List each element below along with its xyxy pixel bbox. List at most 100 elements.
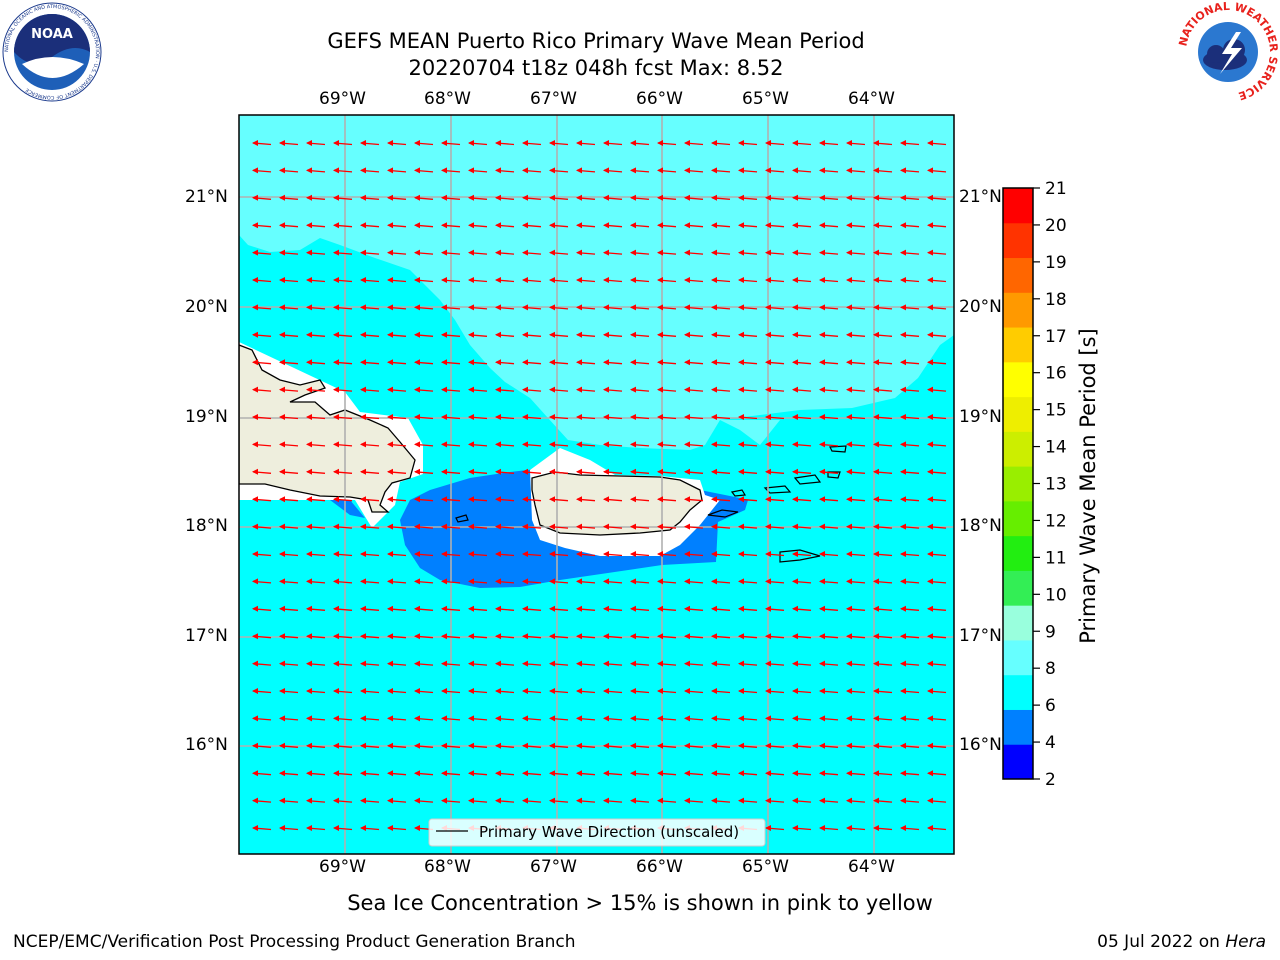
direction-arrow — [414, 249, 434, 256]
direction-arrow — [279, 496, 299, 503]
direction-arrow — [360, 304, 380, 311]
direction-arrow — [846, 605, 866, 612]
direction-arrow — [252, 578, 272, 585]
direction-arrow — [684, 167, 704, 174]
direction-arrow — [441, 304, 461, 311]
direction-arrow — [765, 688, 785, 694]
direction-arrow — [603, 304, 623, 311]
direction-arrow — [873, 797, 893, 804]
colorbar-segment — [1003, 361, 1033, 398]
direction-arrow — [684, 304, 704, 311]
direction-arrow — [306, 715, 326, 722]
direction-arrow — [603, 660, 623, 667]
direction-arrow — [711, 140, 731, 146]
direction-arrow — [738, 633, 758, 640]
direction-arrow — [252, 523, 272, 530]
colorbar-tick-label: 2 — [1045, 770, 1056, 790]
direction-arrow — [333, 742, 353, 749]
direction-arrow — [765, 304, 785, 311]
direction-arrow — [873, 523, 893, 530]
direction-arrow — [738, 551, 758, 557]
direction-arrow — [549, 386, 569, 393]
direction-arrow — [765, 222, 785, 229]
direction-arrow — [495, 797, 515, 804]
direction-arrow — [576, 770, 596, 777]
direction-arrow — [441, 742, 461, 749]
direction-arrow — [657, 605, 677, 612]
direction-arrow — [630, 770, 650, 777]
direction-arrow — [522, 331, 542, 338]
sea-ice-note: Sea Ice Concentration > 15% is shown in … — [347, 891, 933, 915]
direction-arrow — [792, 797, 812, 804]
direction-arrow — [522, 496, 542, 503]
direction-arrow — [873, 688, 893, 694]
direction-arrow — [333, 140, 353, 146]
direction-arrow — [630, 359, 650, 366]
direction-arrow — [900, 194, 920, 201]
lon-label-top: 64°W — [848, 89, 895, 109]
direction-arrow — [360, 825, 380, 831]
direction-arrow — [549, 496, 569, 503]
direction-arrow — [252, 797, 272, 804]
direction-arrow — [792, 742, 812, 749]
direction-arrow — [549, 660, 569, 667]
direction-arrow — [306, 277, 326, 283]
direction-arrow — [603, 249, 623, 256]
direction-arrow — [252, 770, 272, 777]
direction-arrow — [549, 359, 569, 366]
direction-arrow — [549, 523, 569, 530]
direction-arrow — [873, 715, 893, 722]
direction-arrow — [414, 688, 434, 694]
direction-arrow — [549, 194, 569, 201]
direction-arrow — [684, 140, 704, 146]
direction-arrow — [711, 468, 731, 475]
direction-arrow — [819, 140, 839, 146]
direction-arrow — [846, 523, 866, 530]
direction-arrow — [495, 523, 515, 530]
direction-arrow — [792, 523, 812, 530]
direction-arrow — [630, 468, 650, 475]
direction-arrow — [657, 140, 677, 146]
direction-arrow — [711, 797, 731, 804]
direction-arrow — [441, 660, 461, 667]
direction-arrow — [873, 304, 893, 311]
direction-arrow — [792, 496, 812, 503]
direction-arrow — [387, 523, 407, 530]
direction-arrow — [657, 633, 677, 640]
direction-arrow — [765, 167, 785, 174]
colorbar-tick-label: 9 — [1045, 622, 1056, 642]
direction-arrow — [900, 496, 920, 503]
direction-arrow — [657, 194, 677, 201]
direction-arrow — [846, 386, 866, 393]
direction-arrow — [711, 277, 731, 283]
direction-arrow — [387, 742, 407, 749]
direction-arrow — [738, 770, 758, 777]
direction-arrow — [846, 140, 866, 146]
direction-arrow — [927, 605, 947, 612]
direction-arrow — [306, 441, 326, 448]
direction-arrow — [252, 359, 272, 366]
direction-arrow — [846, 441, 866, 448]
direction-arrow — [306, 140, 326, 146]
direction-arrow — [684, 468, 704, 475]
direction-arrow — [495, 359, 515, 366]
direction-arrow — [279, 551, 299, 557]
direction-arrow — [684, 222, 704, 229]
direction-arrow — [522, 304, 542, 311]
direction-arrow — [360, 277, 380, 283]
direction-arrow — [414, 359, 434, 366]
direction-arrow — [495, 222, 515, 229]
direction-arrow — [711, 167, 731, 174]
direction-arrow — [468, 605, 488, 612]
direction-arrow — [711, 633, 731, 640]
direction-arrow — [306, 578, 326, 585]
direction-arrow — [360, 386, 380, 393]
direction-arrow — [468, 167, 488, 174]
direction-arrow — [495, 605, 515, 612]
direction-arrow — [279, 304, 299, 311]
direction-arrow — [873, 331, 893, 338]
direction-arrow — [279, 633, 299, 640]
direction-arrow — [279, 770, 299, 777]
direction-arrow — [792, 825, 812, 831]
direction-arrow — [576, 167, 596, 174]
